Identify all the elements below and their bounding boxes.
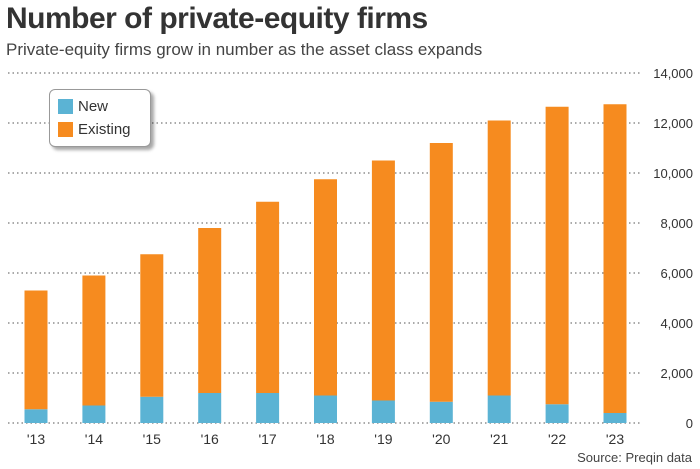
bar-new-6	[371, 400, 395, 423]
x-tick-label: '17	[258, 431, 276, 447]
source-note: Source: Preqin data	[577, 450, 692, 465]
chart-title: Number of private-equity firms	[6, 2, 428, 35]
y-tick-label: 0	[686, 416, 693, 431]
bar-new-7	[429, 401, 453, 423]
bar-existing-6	[371, 160, 395, 401]
bar-new-4	[256, 393, 280, 423]
bar-existing-9	[545, 106, 569, 405]
bar-existing-5	[314, 179, 337, 396]
bar-new-8	[487, 395, 511, 423]
bar-existing-1	[82, 275, 106, 406]
bar-new-0	[24, 409, 48, 423]
bar-existing-4	[256, 201, 280, 393]
x-tick-label: '22	[548, 431, 566, 447]
y-tick-label: 2,000	[660, 366, 693, 381]
bar-existing-0	[24, 290, 48, 410]
bar-existing-10	[603, 104, 627, 413]
bar-existing-8	[487, 120, 511, 396]
bar-new-9	[545, 404, 569, 423]
bar-new-1	[82, 405, 106, 423]
x-tick-label: '13	[27, 431, 45, 447]
legend-item-new: New	[58, 98, 108, 115]
x-tick-label: '20	[432, 431, 450, 447]
y-tick-label: 4,000	[660, 316, 693, 331]
legend: New Existing	[49, 89, 151, 147]
x-tick-label: '23	[606, 431, 624, 447]
y-tick-label: 10,000	[653, 166, 693, 181]
y-tick-label: 12,000	[653, 116, 693, 131]
x-tick-label: '14	[85, 431, 103, 447]
legend-swatch-existing	[58, 122, 73, 137]
legend-label-new: New	[78, 98, 109, 115]
bar-new-2	[140, 396, 164, 423]
y-tick-label: 6,000	[660, 266, 693, 281]
y-tick-label: 8,000	[660, 216, 693, 231]
x-tick-label: '21	[490, 431, 508, 447]
x-tick-label: '15	[143, 431, 161, 447]
bar-existing-7	[429, 143, 453, 402]
bar-existing-2	[140, 254, 164, 397]
y-axis: 0 2,000 4,000 6,000 8,000 10,000 12,000 14,000	[653, 66, 693, 431]
x-axis: '13 '14 '15 '16 '17 '18 '19 '20 '21 '22 '23	[27, 431, 624, 447]
legend-label-existing: Existing	[78, 121, 131, 138]
legend-swatch-new	[58, 99, 73, 114]
bar-new-5	[314, 395, 337, 423]
bar-new-10	[603, 413, 627, 423]
x-tick-label: '16	[201, 431, 219, 447]
bars	[24, 104, 627, 423]
x-tick-label: '19	[374, 431, 392, 447]
y-tick-label: 14,000	[653, 66, 693, 81]
chart-subtitle: Private-equity firms grow in number as t…	[6, 40, 483, 59]
bar-new-3	[198, 393, 222, 423]
legend-item-existing: Existing	[58, 121, 131, 138]
x-tick-label: '18	[316, 431, 334, 447]
bar-existing-3	[198, 228, 222, 393]
